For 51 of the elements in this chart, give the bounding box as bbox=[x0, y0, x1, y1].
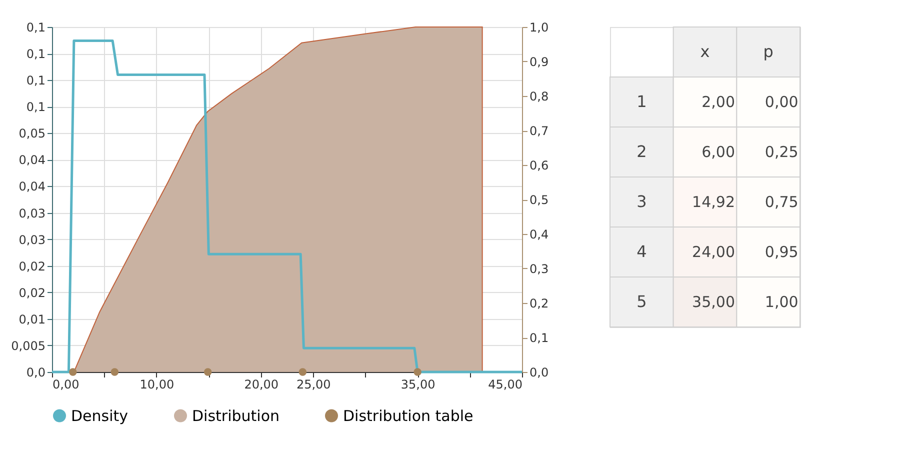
legend-label: Distribution table bbox=[343, 406, 474, 425]
y-tick-label: 0,04 bbox=[18, 180, 46, 194]
data-label: 0,00 bbox=[764, 93, 798, 111]
y-tick-label: 1 bbox=[636, 92, 647, 111]
y-tick-label: 0,02 bbox=[18, 286, 46, 300]
y-tick-label: 0,1 bbox=[26, 47, 46, 62]
y2-tick-label: 0,3 bbox=[530, 262, 549, 276]
data-label: 24,00 bbox=[692, 243, 735, 261]
y-tick-label: 0,1 bbox=[26, 74, 46, 88]
legend-label: Distribution bbox=[192, 406, 280, 425]
y-tick-label: 0,1 bbox=[26, 100, 46, 114]
x-tick-label: 25,00 bbox=[296, 378, 331, 392]
y-tick-label: 0,0 bbox=[26, 366, 46, 380]
data-label: 0,25 bbox=[764, 143, 798, 161]
x-tick-label: 45,00 bbox=[488, 378, 522, 392]
y-tick-label: 0,1 bbox=[26, 20, 46, 34]
data-label: 6,00 bbox=[702, 143, 735, 161]
y2-tick-label: 0,9 bbox=[530, 55, 549, 69]
y-tick-label: 0,03 bbox=[18, 206, 46, 220]
y2-tick-label: 0,6 bbox=[530, 158, 549, 172]
y2-tick-label: 0,8 bbox=[530, 90, 549, 104]
data-label: 35,00 bbox=[692, 293, 735, 311]
x-tick-label: 20,00 bbox=[244, 378, 279, 392]
data-label: 0,95 bbox=[764, 243, 798, 261]
y-tick-label: 0,04 bbox=[18, 153, 46, 168]
x-tick-label: 0,00 bbox=[52, 378, 80, 392]
y2-tick-label: 0,2 bbox=[530, 296, 549, 310]
y2-tick-label: 0,0 bbox=[530, 366, 549, 380]
y2-tick-label: 0,5 bbox=[530, 193, 549, 207]
y-tick-label: 0,05 bbox=[18, 126, 46, 141]
y-tick-label: 4 bbox=[636, 242, 647, 261]
x-tick-label: x bbox=[700, 42, 710, 61]
data-label: 14,92 bbox=[692, 193, 735, 211]
data-label: 0,75 bbox=[764, 193, 798, 211]
y2-tick-label: 1,0 bbox=[530, 20, 549, 34]
x-tick-label: p bbox=[763, 42, 774, 61]
y2-tick-label: 0,4 bbox=[530, 228, 549, 242]
x-tick-label: 35,00 bbox=[400, 378, 436, 392]
y-tick-label: 0,02 bbox=[18, 259, 46, 274]
y-tick-label: 3 bbox=[636, 192, 647, 211]
y-tick-label: 0,005 bbox=[11, 338, 46, 353]
data-label: 1,00 bbox=[764, 293, 798, 311]
data-label: 2,00 bbox=[702, 93, 735, 111]
y-tick-label: 2 bbox=[636, 142, 647, 161]
y-tick-label: 5 bbox=[636, 292, 647, 311]
y2-tick-label: 0,1 bbox=[530, 331, 549, 345]
x-tick-label: 10,00 bbox=[140, 378, 174, 392]
y2-tick-label: 0,7 bbox=[530, 124, 549, 138]
y-tick-label: 0,01 bbox=[18, 312, 46, 326]
y-tick-label: 0,03 bbox=[18, 232, 46, 247]
legend-label: Density bbox=[71, 406, 128, 425]
